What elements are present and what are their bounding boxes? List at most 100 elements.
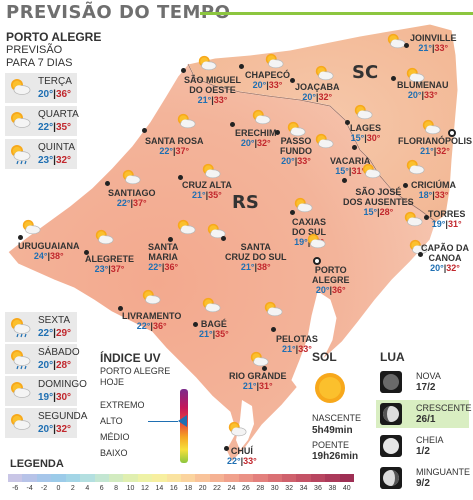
city-min: 21° — [199, 329, 213, 339]
sun-cloud-icon — [292, 196, 314, 216]
city-marker — [345, 120, 350, 125]
city-name: CHAPECÓ — [245, 70, 291, 80]
temp-separator: | — [254, 138, 258, 148]
uv-title: ÍNDICE UV — [100, 351, 161, 365]
city-temps: 23°|37° — [85, 264, 134, 274]
day-min: 20° — [38, 424, 54, 435]
city-name: CRUZ ALTA — [182, 180, 232, 190]
city-marker — [18, 235, 23, 240]
city-min: 18° — [418, 190, 433, 200]
city-temps: 21°|33° — [410, 43, 457, 53]
city-min: 19° — [431, 219, 446, 229]
legend-tick: 12 — [141, 485, 149, 492]
day-min: 23° — [38, 155, 54, 166]
city-temps: 18°|33° — [411, 190, 456, 200]
city-name: FLORIANÓPOLIS — [398, 136, 472, 146]
temp-separator: | — [377, 207, 380, 217]
temp-separator: | — [161, 262, 165, 272]
city-temps: 22°|37° — [145, 146, 204, 156]
temp-separator: | — [431, 43, 435, 53]
day-temps: 22°|35° — [38, 122, 71, 133]
legend-swatch — [166, 474, 182, 482]
city-temps: 21°|32° — [398, 146, 472, 156]
city-name: JOINVILLE — [410, 33, 457, 43]
temp-separator: | — [211, 95, 214, 105]
city-name: BAGÉ — [200, 319, 227, 329]
city-name: LAGES — [350, 123, 382, 133]
legend-swatch — [310, 474, 326, 482]
moon-phase-date: 26/1 — [416, 414, 436, 425]
city-lages: LAGES 15°|30° — [350, 123, 381, 143]
sun-cloud-icon — [8, 412, 32, 434]
city-torres: TORRES 19°|31° — [428, 209, 465, 229]
city-max: 33° — [434, 190, 449, 200]
city-temps: 20°|33° — [397, 90, 449, 100]
temp-separator: | — [53, 155, 56, 166]
sun-cloud-icon — [226, 420, 248, 440]
moon-phase-name: CHEIA — [416, 435, 444, 445]
moon-phase-date: 9/2 — [416, 478, 430, 489]
day-min: 20° — [38, 89, 54, 100]
temp-separator: | — [47, 251, 51, 261]
legend-tick: 4 — [85, 485, 90, 492]
legend-swatch — [296, 474, 311, 482]
city-name: PASSO — [280, 136, 312, 146]
city-marker — [84, 250, 89, 255]
city-name: CAPÃO DA — [421, 243, 470, 253]
day-name: QUARTA — [38, 109, 79, 120]
sun-cloud-icon — [200, 162, 222, 182]
day-min: 22° — [38, 122, 54, 133]
city-min: 21° — [282, 344, 296, 354]
city-name: SANTA ROSA — [145, 136, 204, 146]
city-min: 20° — [430, 263, 444, 273]
city-min: 21° — [418, 43, 432, 53]
legend-tick: -2 — [40, 485, 48, 492]
city-blumenau: BLUMENAU 20°|33° — [397, 80, 449, 100]
legend-swatch — [253, 474, 268, 482]
city-max: 33° — [268, 80, 283, 90]
city-min: 21° — [420, 146, 434, 156]
moon-icon — [380, 371, 402, 393]
day-max: 30° — [55, 392, 72, 403]
temp-separator: | — [53, 360, 56, 371]
city-temps: 19°|31° — [428, 219, 465, 229]
legend-swatch — [51, 474, 66, 482]
city-temps: 15°|31° — [330, 166, 370, 176]
city-min: 21° — [240, 262, 255, 272]
legend-swatch — [325, 474, 340, 482]
city-max: 37° — [110, 264, 125, 274]
city-min: 20° — [252, 80, 267, 90]
city-min: 20° — [302, 92, 316, 102]
city-temps: 20°|32° — [421, 263, 469, 273]
temp-separator: | — [53, 89, 56, 100]
city-name-2: DO OESTE — [189, 85, 236, 95]
legend-tick: -4 — [26, 485, 33, 492]
city-name-2: ALEGRE — [312, 275, 350, 285]
city-name-2: FUNDO — [280, 146, 312, 156]
temp-separator: | — [150, 321, 153, 331]
sun-cloud-rain-icon — [8, 316, 32, 338]
city-santiago: SANTIAGO 22°|37° — [108, 188, 156, 208]
city-name: LIVRAMENTO — [122, 311, 182, 321]
temp-separator: | — [421, 90, 425, 100]
legend-tick: 6 — [99, 485, 104, 492]
legend-swatch — [94, 474, 109, 482]
city-marker — [391, 76, 396, 81]
sun-cloud-icon — [175, 218, 197, 238]
day-max: 36° — [55, 89, 72, 100]
legend-tick: 38 — [328, 485, 337, 492]
city-marker — [221, 236, 226, 241]
uv-subtitle-1: PORTO ALEGRE — [100, 366, 171, 376]
temp-separator: | — [108, 264, 111, 274]
day-card: SEXTA 22°|29° — [5, 312, 77, 342]
city-bage: BAGÉ 21°|35° — [199, 319, 229, 339]
moon-title: LUA — [380, 350, 405, 364]
temp-separator: | — [53, 122, 56, 133]
city-marker — [403, 183, 408, 188]
city-name: TORRES — [428, 209, 466, 219]
city-uruguaiana: URUGUAIANA 24°|38° — [18, 241, 80, 261]
legend-swatch — [123, 474, 138, 482]
city-min: 22° — [136, 321, 151, 331]
city-vacaria: VACARIA 15°|31° — [330, 156, 370, 176]
lagoon-mirim-shape — [236, 400, 254, 450]
